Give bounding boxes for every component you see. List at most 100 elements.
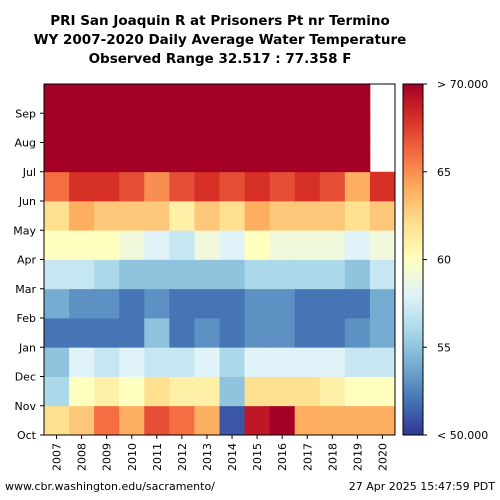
heatmap-cell: [94, 405, 120, 436]
x-tick-label: 2017: [301, 443, 314, 471]
heatmap-cell: [44, 347, 70, 377]
x-tick-label: 2014: [226, 443, 239, 471]
heatmap-cell: [69, 405, 95, 436]
heatmap-cell: [94, 347, 120, 377]
heatmap-cell: [194, 84, 220, 114]
heatmap-cell: [44, 288, 70, 319]
colorbar-tick-label: < 50.000: [437, 429, 488, 442]
heatmap-cell: [169, 201, 195, 231]
heatmap-cell: [119, 376, 145, 407]
heatmap-cell: [169, 318, 195, 348]
heatmap-cell: [294, 347, 321, 377]
heatmap-cell: [119, 405, 145, 436]
heatmap-cell: [294, 230, 321, 260]
heatmap-cell: [294, 405, 321, 436]
x-tick-label: 2016: [276, 443, 289, 471]
heatmap-cell: [69, 347, 95, 377]
heatmap-cell: [344, 347, 371, 377]
heatmap-cell: [44, 405, 70, 436]
y-tick-label: Nov: [15, 400, 37, 413]
heatmap-cell: [119, 259, 145, 290]
y-tick-label: Jul: [22, 166, 36, 179]
colorbar-tick-label: 55: [437, 341, 451, 354]
heatmap-cell: [319, 376, 346, 407]
heatmap-cell: [344, 84, 371, 114]
chart-title-line-3: Observed Range 32.517 : 77.358 F: [89, 51, 352, 67]
heatmap-cell: [94, 84, 120, 114]
colorbar-gradient: [402, 83, 424, 436]
heatmap-cell: [44, 84, 70, 114]
x-tick-label: 2009: [101, 443, 114, 471]
heatmap-cell: [94, 201, 120, 231]
colorbar-tick-label: > 70.000: [437, 78, 488, 91]
heatmap-cell: [344, 113, 371, 143]
x-tick-label: 2010: [126, 443, 139, 471]
heatmap-cell: [244, 288, 271, 319]
heatmap-cell: [94, 113, 120, 143]
colorbar: [402, 83, 424, 436]
heatmap-cell: [319, 318, 346, 348]
heatmap-cell: [194, 288, 220, 319]
heatmap-cell: [269, 405, 296, 436]
heatmap-cell: [219, 142, 245, 173]
heatmap-cell: [319, 230, 346, 260]
heatmap-cell: [344, 201, 371, 231]
heatmap-cell: [119, 230, 145, 260]
heatmap-cell: [269, 142, 296, 173]
heatmap-cell: [169, 405, 195, 436]
heatmap-cell: [294, 259, 321, 290]
x-tick-label: 2013: [201, 443, 214, 471]
heatmap-cell: [94, 318, 120, 348]
heatmap-cell: [194, 113, 220, 143]
x-tick-label: 2019: [351, 443, 364, 471]
heatmap-cell: [44, 318, 70, 348]
heatmap-cell: [169, 142, 195, 173]
x-tick-label: 2008: [76, 443, 89, 471]
heatmap-cell: [344, 405, 371, 436]
heatmap-cell: [219, 230, 245, 260]
heatmap-cell: [69, 142, 95, 173]
colorbar-tick-label: 65: [437, 166, 451, 179]
heatmap-cell: [169, 288, 195, 319]
heatmap-cell: [194, 259, 220, 290]
heatmap-cell: [144, 288, 170, 319]
heatmap-cell: [369, 288, 396, 319]
y-axis: Oct Nov Dec Jan Feb Mar Apr May Jun Jul Aug Sep: [13, 107, 44, 442]
heatmap-cell: [194, 230, 220, 260]
heatmap-cell: [194, 171, 220, 202]
heatmap-cell: [119, 142, 145, 173]
heatmap-cell: [94, 142, 120, 173]
y-tick-label: Apr: [17, 254, 37, 267]
heatmap-cell: [169, 259, 195, 290]
x-tick-label: 2015: [251, 443, 264, 471]
heatmap-cell: [294, 171, 321, 202]
heatmap-cell: [244, 318, 271, 348]
x-tick-label: 2018: [326, 443, 339, 471]
heatmap-cell: [319, 405, 346, 436]
heatmap-cell: [319, 84, 346, 114]
footer-timestamp: 27 Apr 2025 15:47:59 PDT: [349, 480, 496, 493]
heatmap-cell: [219, 171, 245, 202]
colorbar-ticks: < 50.000 55 60 65 > 70.000: [423, 78, 488, 442]
heatmap-cell: [319, 288, 346, 319]
heatmap-cell: [369, 318, 396, 348]
heatmap-cell: [69, 113, 95, 143]
heatmap-cell: [219, 405, 245, 436]
heatmap-cell: [244, 142, 271, 173]
heatmap-cell: [194, 347, 220, 377]
heatmap-cell: [294, 142, 321, 173]
heatmap-cell: [369, 201, 396, 231]
heatmap-cell: [219, 288, 245, 319]
x-tick-label: 2012: [176, 443, 189, 471]
heatmap-cell: [269, 113, 296, 143]
heatmap-cell: [369, 259, 396, 290]
heatmap-cell: [144, 347, 170, 377]
heatmap-cell: [269, 201, 296, 231]
heatmap-cell: [119, 318, 145, 348]
x-axis: 2007 2008 2009 2010 2011 2012 2013 2014 2015 2016…: [51, 435, 389, 471]
heatmap-cell: [94, 259, 120, 290]
heatmap-cell: [319, 142, 346, 173]
colorbar-tick-label: 60: [437, 254, 451, 267]
chart-title-line-1: PRI San Joaquin R at Prisoners Pt nr Ter…: [50, 13, 390, 29]
heatmap-cell: [344, 288, 371, 319]
